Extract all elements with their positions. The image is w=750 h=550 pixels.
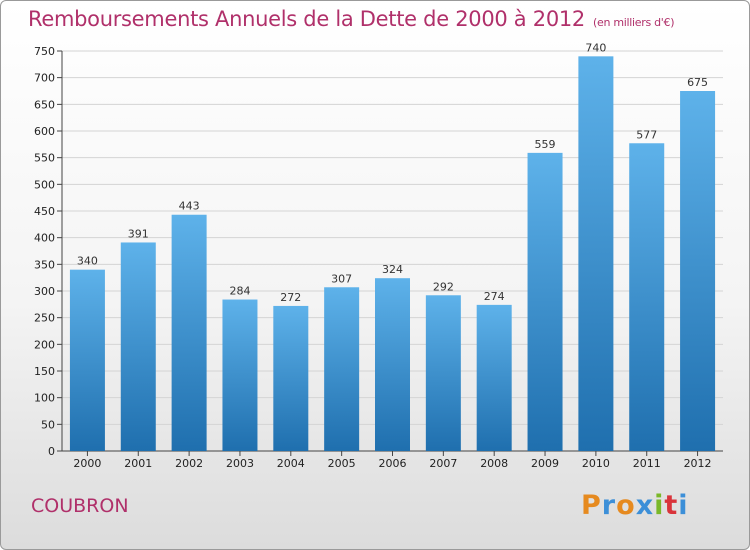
y-tick-label: 400 (34, 232, 55, 245)
data-label-2010: 740 (585, 41, 606, 54)
data-label-2007: 292 (433, 280, 454, 293)
data-label-2000: 340 (77, 255, 98, 268)
y-tick-label: 450 (34, 205, 55, 218)
y-tick-label: 0 (48, 445, 55, 458)
y-tick-label: 100 (34, 392, 55, 405)
logo-letter: t (664, 490, 679, 521)
data-label-2008: 274 (484, 290, 505, 303)
logo-letter: x (635, 490, 655, 521)
x-tick-label: 2002 (175, 457, 203, 470)
y-tick-label: 200 (34, 338, 55, 351)
x-tick-label: 2006 (379, 457, 407, 470)
y-tick-label: 600 (34, 125, 55, 138)
data-label-2009: 559 (535, 138, 556, 151)
x-tick-label: 2009 (531, 457, 559, 470)
bar-2007 (425, 295, 461, 451)
logo-letter: r (601, 490, 617, 521)
x-tick-label: 2011 (633, 457, 661, 470)
logo-letter: o (616, 490, 636, 521)
bar-2001 (120, 242, 156, 451)
x-tick-label: 2012 (684, 457, 712, 470)
bars (69, 56, 716, 451)
y-tick-label: 550 (34, 152, 55, 165)
bar-2009 (527, 152, 563, 451)
bar-2012 (680, 91, 716, 451)
logo-letter: P (581, 490, 602, 521)
x-tick-label: 2001 (124, 457, 152, 470)
chart-title: Remboursements Annuels de la Dette de 20… (28, 7, 674, 31)
data-label-2011: 577 (636, 128, 657, 141)
y-tick-label: 300 (34, 285, 55, 298)
data-label-2003: 284 (229, 285, 250, 298)
y-tick-label: 250 (34, 312, 55, 325)
bar-2006 (375, 278, 410, 451)
bar-2000 (69, 269, 105, 451)
x-tick-label: 2003 (226, 457, 254, 470)
proxiti-logo: Proxiti (581, 490, 689, 521)
y-tick-label: 50 (41, 418, 55, 431)
x-tick-label: 2010 (582, 457, 610, 470)
bar-2005 (324, 287, 360, 451)
x-tick-label: 2008 (480, 457, 508, 470)
bar-2003 (222, 299, 258, 451)
y-tick-label: 150 (34, 365, 55, 378)
commune-name: COUBRON (31, 495, 129, 517)
y-tick-label: 650 (34, 98, 55, 111)
data-label-2002: 443 (179, 200, 200, 213)
x-tick-label: 2005 (328, 457, 356, 470)
x-tick-label: 2007 (429, 457, 457, 470)
bar-2004 (273, 305, 309, 451)
y-tick-label: 750 (34, 45, 55, 58)
data-label-2005: 307 (331, 272, 352, 285)
y-tick-label: 500 (34, 178, 55, 191)
bar-2008 (476, 304, 512, 451)
y-tick-label: 700 (34, 72, 55, 85)
bar-2010 (578, 56, 614, 451)
data-label-2012: 675 (687, 76, 708, 89)
bar-2002 (171, 214, 207, 451)
x-tick-label: 2004 (277, 457, 305, 470)
bar-2011 (629, 143, 665, 451)
logo-letter: i (654, 490, 665, 521)
chart-subtitle: (en milliers d'€) (593, 16, 675, 29)
x-tick-label: 2000 (73, 457, 101, 470)
data-label-2006: 324 (382, 263, 403, 276)
data-label-2004: 272 (280, 291, 301, 304)
logo-letter: i (678, 490, 689, 521)
labels: 0 50 100 150 200 250 300 350 400 450 500 550 600 650 7… (34, 41, 712, 470)
y-tick-label: 350 (34, 258, 55, 271)
chart-title-text: Remboursements Annuels de la Dette de 20… (28, 7, 585, 31)
data-label-2001: 391 (128, 227, 149, 240)
